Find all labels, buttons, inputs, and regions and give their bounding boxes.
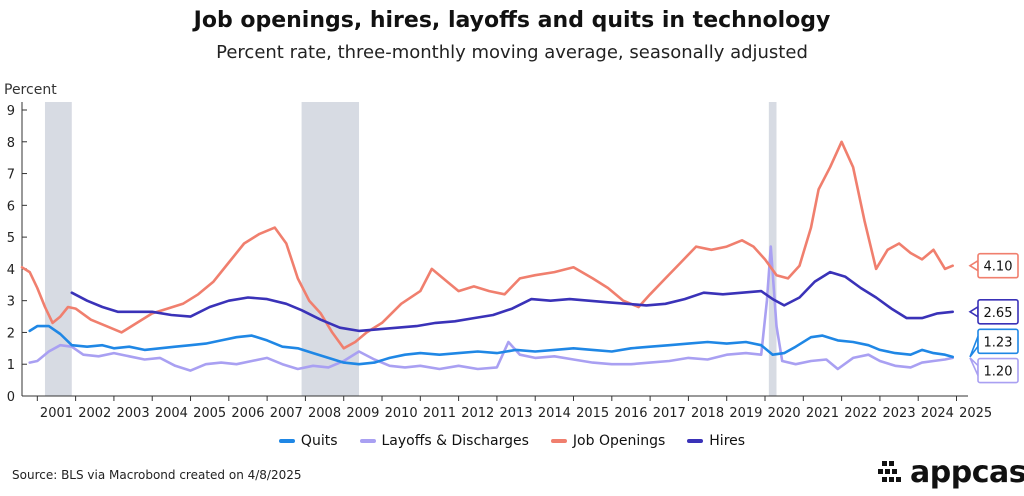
y-tick-label: 1 [7,358,15,373]
x-tick-label: 2015 [576,406,609,421]
x-tick-label: 2009 [346,406,379,421]
source-note: Source: BLS via Macrobond created on 4/8… [12,468,302,482]
x-tick-label: 2006 [231,406,264,421]
y-tick-label: 0 [7,390,15,405]
legend-swatch-hires [687,439,704,443]
x-tick-label: 2005 [193,406,226,421]
x-tick-label: 2017 [653,406,686,421]
recession-band-2 [768,102,777,396]
end-label-text-layoffs: 1.20 [984,365,1013,380]
x-tick-label: 2001 [40,406,73,421]
y-axis-label: Percent [4,82,57,98]
appcast-logo-icon [878,460,901,482]
series-lines [20,140,954,372]
end-label-quits: 1.23 [969,328,1019,358]
legend-swatch-openings [550,439,567,443]
y-tick-label: 8 [7,136,15,151]
end-label-pointer-layoffs [969,357,979,376]
appcast-logo-text: appcast [910,455,1024,490]
recession-bands [44,102,777,396]
x-tick-label: 2011 [423,406,456,421]
x-tick-label: 2013 [500,406,533,421]
legend-swatch-layoffs [359,439,376,443]
x-tick-label: 2007 [270,406,303,421]
end-label-hires: 2.65 [968,298,1019,325]
end-label-pointer-openings [968,259,979,273]
legend-item-quits[interactable]: Quits [278,433,338,449]
axes: Percent 0 1 2 3 4 5 6 7 8 9 2001 2002 2003 2004 2005 200… [4,82,992,421]
series-line-layoffs [28,245,954,372]
x-tick-label: 2022 [844,406,877,421]
y-tick-label: 6 [7,199,15,214]
series-line-quits [28,324,954,366]
end-label-layoffs: 1.20 [969,357,1019,384]
x-tick-label: 2003 [117,406,150,421]
x-tick-label: 2012 [461,406,494,421]
x-tick-label: 2023 [883,406,916,421]
y-tick-label: 7 [7,168,15,183]
y-tick-label: 4 [7,263,15,278]
x-tick-label: 2002 [78,406,111,421]
end-label-openings: 4.10 [968,252,1019,279]
end-label-pointer-quits [969,336,979,358]
y-tick-label: 2 [7,326,15,341]
x-tick-label: 2020 [768,406,801,421]
x-tick-label: 2004 [155,406,188,421]
series-line-hires [70,270,954,333]
series-line-openings [20,140,954,350]
line-chart: Percent 0 1 2 3 4 5 6 7 8 9 2001 2002 2003 2004 2005 200… [4,82,1019,421]
appcast-logo: appcast [878,455,1024,490]
legend-label-openings: Job Openings [572,433,666,449]
end-label-text-quits: 1.23 [984,335,1013,350]
end-label-text-openings: 4.10 [984,260,1013,275]
end-label-box-openings [977,252,1019,279]
legend-label-hires: Hires [709,433,746,449]
x-tick-label: 2025 [959,406,992,421]
x-tick-label: 2018 [691,406,724,421]
legend-item-openings[interactable]: Job Openings [550,433,666,449]
x-tick-label: 2024 [921,406,954,421]
legend-label-quits: Quits [300,433,338,449]
x-tick-label: 2014 [538,406,571,421]
legend-item-hires[interactable]: Hires [687,433,745,449]
end-label-box-hires [977,298,1019,325]
x-tick-label: 2010 [385,406,418,421]
x-tick-label: 2019 [729,406,762,421]
end-label-text-hires: 2.65 [984,306,1013,321]
chart-subtitle: Percent rate, three-monthly moving avera… [216,42,808,63]
legend-swatch-quits [278,439,295,443]
x-tick-label: 2016 [614,406,647,421]
end-label-pointer-hires [968,305,979,319]
x-tick-label: 2008 [308,406,341,421]
y-tick-label: 9 [7,104,15,119]
x-tick-label: 2021 [806,406,839,421]
end-labels: 1.23 1.20 4.10 2.65 [968,252,1019,384]
recession-band-1 [301,102,360,396]
chart-title: Job openings, hires, layoffs and quits i… [193,8,831,33]
legend-label-layoffs: Layoffs & Discharges [381,433,529,449]
chart-legend: Quits Layoffs & Discharges Job Openings … [0,433,1024,449]
legend-item-layoffs[interactable]: Layoffs & Discharges [359,433,529,449]
y-tick-label: 5 [7,231,15,246]
end-label-box-quits [977,328,1019,355]
y-tick-label: 3 [7,295,15,310]
end-label-box-layoffs [977,357,1019,384]
